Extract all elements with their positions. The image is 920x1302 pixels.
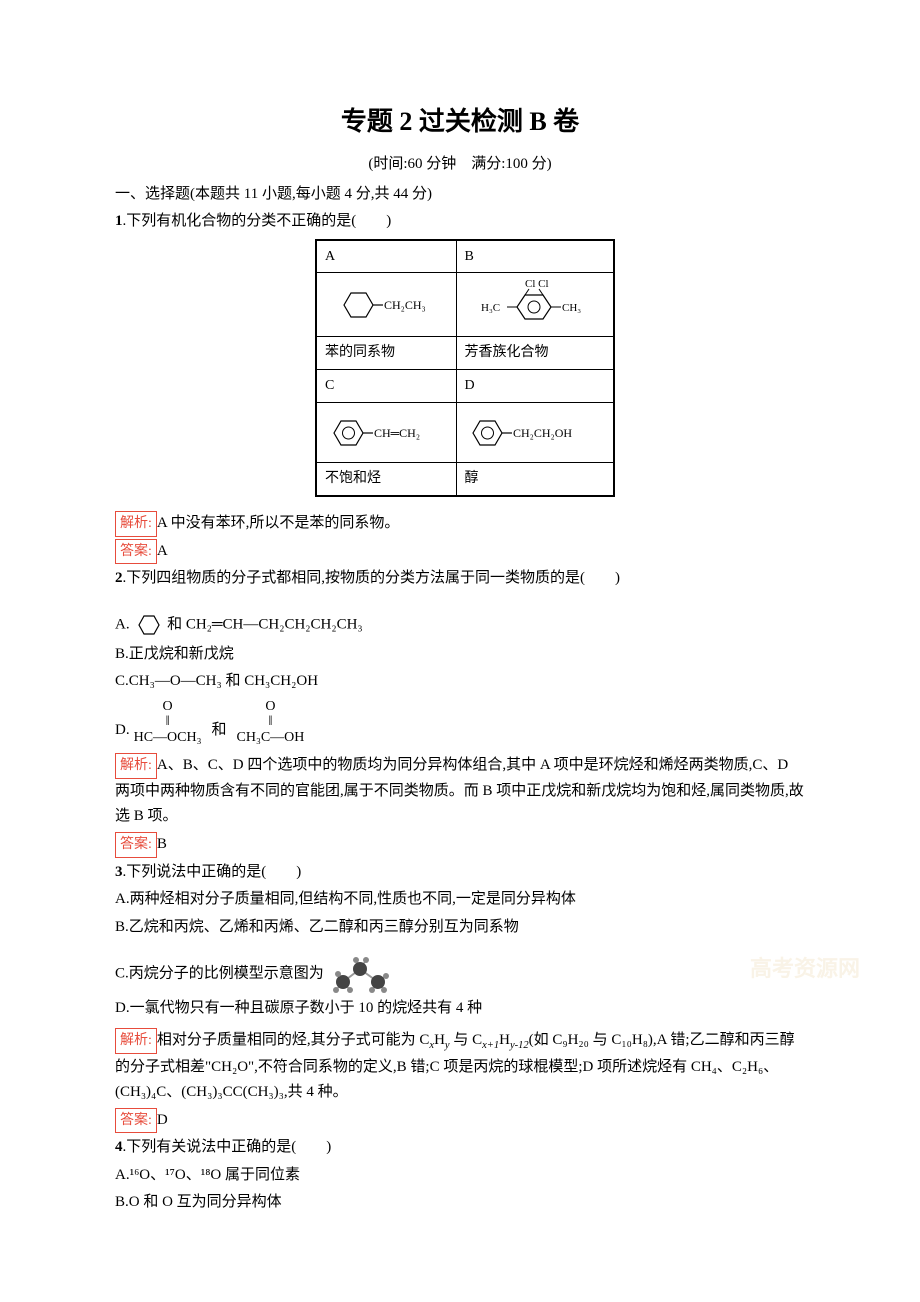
q3-at-p4: H — [499, 1032, 510, 1048]
q2-stem: 2.下列四组物质的分子式都相同,按物质的分类方法属于同一类物质的是( ) — [115, 566, 805, 592]
q4-stem: 4.下列有关说法中正确的是( ) — [115, 1135, 805, 1161]
q3-optc-prefix: C.丙烷分子的比例模型示意图为 — [115, 966, 328, 982]
q3-analysis-text: 相对分子质量相同的烃,其分子式可能为 CxHy 与 Cx+1Hy-12(如 C₉… — [115, 1032, 795, 1100]
q2-optd-right-text: CH₃C—OH — [237, 730, 305, 745]
q1-cell-c-header: C — [316, 370, 456, 403]
q4-option-a: A.¹⁶O、¹⁷O、¹⁸O 属于同位素 — [115, 1163, 805, 1189]
q3-answer-label: 答案: — [115, 1108, 157, 1134]
q2-optd-left-struct: O ‖ HC—OCH₃ — [134, 699, 202, 745]
q2-option-d: D. O ‖ HC—OCH₃ 和 O ‖ CH₃C—OH — [115, 699, 805, 745]
q2-answer-text: B — [157, 836, 167, 852]
q2-option-a: A. 和 CH₂═CH—CH₂CH₂CH₂CH₃ — [115, 610, 805, 640]
q2-answer-label: 答案: — [115, 832, 157, 858]
q3-at-p3: 与 C — [450, 1032, 483, 1048]
svg-text:CH₂CH₃: CH₂CH₃ — [384, 298, 426, 312]
q1-cell-a-desc: 苯的同系物 — [316, 337, 456, 370]
q1-cell-a-img: CH₂CH₃ — [316, 273, 456, 337]
q1-cell-c-desc: 不饱和烃 — [316, 463, 456, 496]
q1-table-wrap: A B CH₂CH₃ Cl Cl H₃C — [315, 239, 805, 497]
svg-text:CH₃: CH₃ — [562, 302, 581, 314]
q1-cell-d-img: CH₂CH₂OH — [456, 403, 614, 463]
q1-stem: 11.下列有机化合物的分类不正确的是( ).下列有机化合物的分类不正确的是( ) — [115, 209, 805, 235]
q3-option-c: C.丙烷分子的比例模型示意图为 — [115, 954, 805, 994]
q3-sub-x1: x+1 — [482, 1040, 499, 1051]
q2-optd-prefix: D. — [115, 718, 130, 744]
q3-at-p1: 相对分子质量相同的烃,其分子式可能为 C — [157, 1032, 430, 1048]
q1-cell-b-header: B — [456, 240, 614, 273]
q2-opta-prefix: A. — [115, 616, 130, 632]
q2-optd-left-text: HC—OCH₃ — [134, 730, 202, 745]
q3-option-d: D.一氯代物只有一种且碳原子数小于 10 的烷烃共有 4 种 — [115, 996, 805, 1022]
q1-answer-label: 答案: — [115, 539, 157, 565]
cyclohexane-icon: CH₂CH₃ — [336, 285, 436, 325]
phenylethanol-icon: CH₂CH₂OH — [465, 413, 605, 453]
svg-text:CH═CH₂: CH═CH₂ — [374, 426, 420, 440]
q1-cell-a-header: A — [316, 240, 456, 273]
styrene-icon: CH═CH₂ — [326, 413, 446, 453]
page-title: 专题 2 过关检测 B 卷 — [115, 100, 805, 144]
q4-option-b: B.O 和 O 互为同分异构体 — [115, 1190, 805, 1216]
q2-optd-right-struct: O ‖ CH₃C—OH — [237, 699, 305, 745]
cyclohexane-small-icon — [133, 610, 163, 640]
svg-text:H₃C: H₃C — [481, 302, 500, 314]
q1-analysis-label: 解析: — [115, 511, 157, 537]
q3-option-a: A.两种烃相对分子质量相同,但结构不同,性质也不同,一定是同分异构体 — [115, 887, 805, 913]
q1-analysis-text: A 中没有苯环,所以不是苯的同系物。 — [157, 515, 400, 531]
svg-text:CH₂CH₂OH: CH₂CH₂OH — [513, 426, 572, 440]
q3-at-p2: H — [434, 1032, 445, 1048]
q3-answer-text: D — [157, 1112, 168, 1128]
ball-stick-model-icon — [328, 954, 408, 994]
q1-answer-text: A — [157, 543, 168, 559]
q1-cell-b-img: Cl Cl H₃C CH₃ — [456, 273, 614, 337]
q2-optd-mid: 和 — [211, 718, 226, 744]
q1-cell-d-desc: 醇 — [456, 463, 614, 496]
dichlorobenzene-icon: Cl Cl H₃C CH₃ — [475, 277, 595, 332]
q2-analysis-text: A、B、C、D 四个选项中的物质均为同分异构体组合,其中 A 项中是环烷烃和烯烃… — [115, 757, 804, 824]
q1-table: A B CH₂CH₃ Cl Cl H₃C — [315, 239, 615, 497]
q1-cell-c-img: CH═CH₂ — [316, 403, 456, 463]
section-1-header: 一、选择题(本题共 11 小题,每小题 4 分,共 44 分) — [115, 182, 805, 208]
q3-stem: 3.下列说法中正确的是( ) — [115, 860, 805, 886]
q2-analysis-label: 解析: — [115, 753, 157, 779]
q3-option-b: B.乙烷和丙烷、乙烯和丙烯、乙二醇和丙三醇分别互为同系物 — [115, 915, 805, 941]
svg-text:Cl Cl: Cl Cl — [525, 278, 549, 290]
q1-cell-d-header: D — [456, 370, 614, 403]
page-subtitle: (时间:60 分钟 满分:100 分) — [115, 152, 805, 178]
q2-option-c: C.CH₃—O—CH₃ 和 CH₃CH₂OH — [115, 669, 805, 695]
q3-analysis-label: 解析: — [115, 1028, 157, 1054]
q2-opta-text: 和 CH₂═CH—CH₂CH₂CH₂CH₃ — [167, 616, 363, 632]
q1-cell-b-desc: 芳香族化合物 — [456, 337, 614, 370]
q2-option-b: B.正戊烷和新戊烷 — [115, 642, 805, 668]
q3-sub-y12: y-12 — [510, 1040, 529, 1051]
